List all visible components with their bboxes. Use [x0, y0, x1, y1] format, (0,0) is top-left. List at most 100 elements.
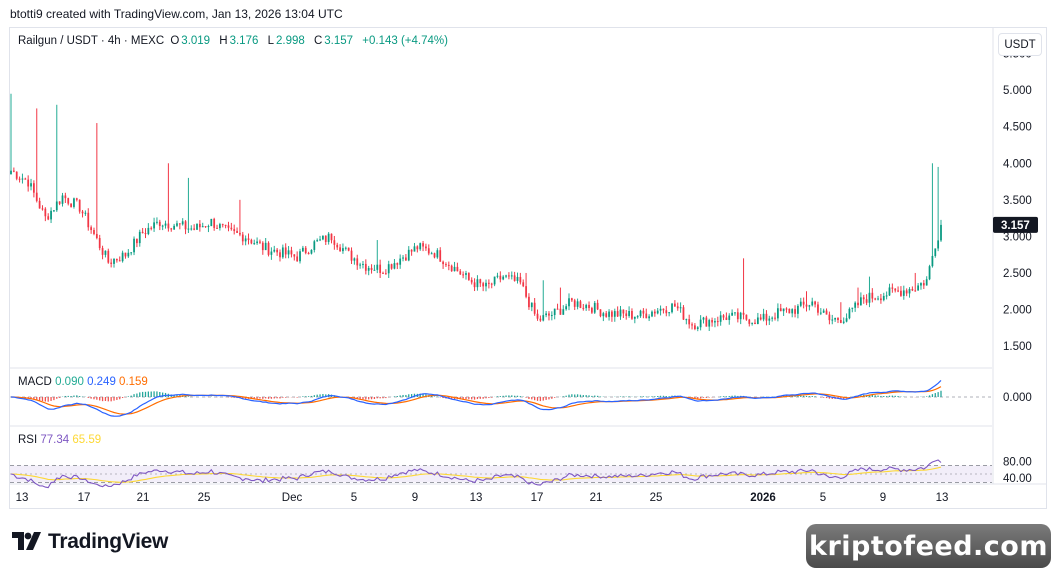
candle-body: [27, 179, 30, 187]
candle-body: [405, 257, 407, 261]
price-tick-label: 5.000: [1003, 85, 1032, 97]
candle-body: [467, 273, 470, 280]
candle-body: [138, 231, 141, 244]
candle-body: [673, 303, 676, 307]
candle-body: [64, 195, 67, 199]
candle-body: [639, 310, 642, 317]
candle-body: [711, 320, 713, 323]
time-tick-label: 5: [351, 492, 357, 504]
candle-body: [310, 249, 313, 254]
candle-body: [602, 313, 605, 317]
candle-body: [21, 178, 24, 180]
time-tick-label: 9: [412, 492, 418, 504]
candle-body: [44, 208, 47, 217]
candle-body: [608, 311, 610, 317]
last-price-label: 3.157: [1001, 220, 1030, 232]
macd-signal-line: [11, 386, 942, 415]
candle-body: [359, 264, 361, 266]
candle-body: [585, 304, 588, 309]
candle-body: [184, 221, 187, 230]
candle-body: [93, 230, 95, 234]
candle-body: [356, 258, 359, 266]
candle-body: [679, 307, 682, 309]
candle-body: [736, 312, 739, 320]
candle-body: [107, 250, 110, 263]
candle-body: [399, 258, 402, 265]
time-tick-label: 13: [936, 492, 949, 504]
candle-body: [299, 251, 301, 262]
candle-body: [914, 290, 917, 292]
candle-body: [631, 311, 633, 319]
price-tick-label: 4.500: [1003, 122, 1032, 134]
candle-body: [548, 313, 550, 316]
candle-body: [917, 285, 919, 291]
candle-body: [207, 226, 210, 228]
high-value: 3.176: [229, 35, 259, 47]
candle-body: [777, 308, 779, 319]
rsi-line: [10, 459, 942, 489]
candle-body: [814, 301, 816, 305]
candle-body: [170, 228, 173, 230]
low-value: 2.998: [275, 35, 305, 47]
candle-body: [339, 247, 341, 252]
tradingview-logo[interactable]: TradingView: [12, 530, 168, 554]
close-value: 3.157: [324, 35, 354, 47]
candle-body: [519, 276, 522, 283]
macd-hist-value: 0.090: [55, 376, 84, 388]
candle-body: [502, 276, 505, 280]
symbol-title[interactable]: Railgun / USDT · 4h · MEXC: [18, 35, 165, 47]
time-tick-label: 5: [820, 492, 826, 504]
candle-body: [656, 310, 659, 314]
candle-body: [436, 250, 439, 258]
candle-body: [55, 201, 58, 211]
candle-body: [774, 317, 776, 319]
price-tick-label: 2.500: [1003, 268, 1032, 280]
currency-button[interactable]: USDT: [998, 33, 1042, 56]
candle-body: [224, 224, 227, 226]
candle-body: [15, 171, 18, 179]
candle-body: [562, 309, 565, 315]
candle-body: [862, 297, 865, 300]
candle-body: [58, 201, 61, 204]
candle-body: [868, 292, 871, 303]
macd-label[interactable]: MACD: [18, 376, 52, 388]
candle-body: [496, 275, 499, 277]
candle-body: [201, 226, 204, 228]
candle-body: [734, 312, 736, 314]
candle-body: [253, 243, 256, 245]
candle-body: [144, 233, 147, 235]
rsi-ma-value: 65.59: [72, 434, 102, 446]
macd-legend: MACD 0.090 0.249 0.159: [18, 376, 148, 388]
candle-body: [528, 296, 530, 308]
candle-body: [576, 301, 579, 307]
candle-body: [622, 309, 625, 314]
candle-body: [410, 249, 413, 252]
candle-body: [900, 290, 902, 296]
candle-body: [545, 313, 547, 316]
candle-body: [284, 247, 287, 255]
candle-body: [98, 238, 101, 249]
candle-body: [87, 212, 90, 228]
candle-body: [874, 298, 877, 300]
candle-body: [940, 224, 942, 241]
candle-body: [439, 250, 442, 262]
candle-body: [219, 224, 221, 229]
candle-body: [147, 227, 150, 234]
candle-body: [582, 307, 585, 309]
candle-body: [731, 312, 733, 316]
candle-body: [173, 225, 175, 230]
candle-body: [702, 317, 705, 320]
candle-body: [482, 283, 485, 287]
candle-body: [445, 264, 447, 266]
candle-body: [665, 310, 668, 314]
candle-body: [316, 240, 319, 242]
candle-body: [699, 319, 702, 328]
candle-body: [270, 251, 273, 255]
rsi-label[interactable]: RSI: [18, 434, 38, 446]
price-tick-label: 1.500: [1003, 341, 1032, 353]
macd-signal-value: 0.159: [119, 376, 148, 388]
candle-body: [241, 234, 244, 242]
candle-body: [937, 240, 940, 249]
rsi-tick-label-40: 40.00: [1003, 473, 1032, 485]
